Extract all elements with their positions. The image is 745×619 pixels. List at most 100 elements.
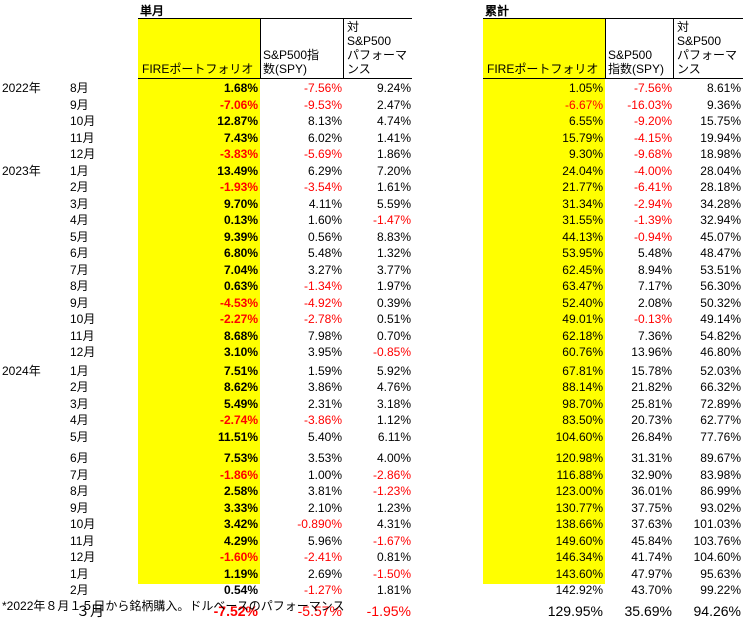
cum-fire-cell: 9.30% <box>568 147 603 161</box>
cum-fire-cell: 52.40% <box>562 295 603 310</box>
cum-spy-cell: 7.36% <box>637 328 672 343</box>
cumulative-fire-column-highlight <box>483 19 605 584</box>
spy-cell: 6.29% <box>307 163 342 178</box>
spy-cell: 3.86% <box>307 380 342 394</box>
cum-vs-cell: 53.51% <box>700 262 741 277</box>
cum-vs-cell: 9.36% <box>706 97 741 112</box>
vs-cell: 1.86% <box>376 147 411 161</box>
cum-spy-cell: 13.96% <box>631 345 672 359</box>
vs-cell: -1.50% <box>372 566 411 581</box>
fire-cell: 3.10% <box>223 345 258 359</box>
table-row: 6月 7.53% 3.53% 4.00% 120.98% 31.31% 89.67% <box>0 450 745 466</box>
spy-cell: 6.02% <box>307 130 342 145</box>
cum-col-header-vs-line3: パフォーマ <box>677 48 738 62</box>
fire-cell: 4.29% <box>223 533 258 548</box>
cum-spy-cell: -4.00% <box>633 163 672 178</box>
table-row: 11月 8.68% 7.98% 0.70% 62.18% 7.36% 54.82% <box>0 328 745 344</box>
cum-vs-cell: 72.89% <box>700 396 741 411</box>
single-month-title: 単月 <box>140 4 165 18</box>
cum-spy-cell: -1.39% <box>633 213 672 227</box>
cum-fire-cell: 104.60% <box>555 429 603 444</box>
table-row: 3月 9.70% 4.11% 5.59% 31.34% -2.94% 34.28% <box>0 196 745 212</box>
cum-vs-cell: 54.82% <box>700 328 741 343</box>
cum-col-header-fire: FIREポートフォリオ <box>487 62 599 76</box>
col-header-vs-line4: ンス <box>347 62 371 76</box>
cum-vs-cell: 77.76% <box>700 429 741 444</box>
vs-cell: -2.86% <box>372 467 411 482</box>
vs-cell: 0.81% <box>376 550 411 564</box>
fire-column-highlight <box>138 19 260 584</box>
cum-vs-cell: 103.76% <box>693 533 741 548</box>
year-cell: 2023年 <box>2 163 41 178</box>
cum-fire-cell: 21.77% <box>562 180 603 194</box>
cum-spy-cell: 21.82% <box>631 380 672 394</box>
fire-cell: 8.68% <box>223 328 258 343</box>
fire-cell: -3.83% <box>219 147 258 161</box>
cum-fire-cell: 44.13% <box>562 229 603 244</box>
fire-cell: 7.51% <box>223 363 258 378</box>
table-row: 11月 4.29% 5.96% -1.67% 149.60% 45.84% 103.76% <box>0 533 745 549</box>
fire-cell: -2.27% <box>219 312 258 326</box>
vs-cell: -1.95% <box>366 602 411 619</box>
vs-cell: 5.92% <box>376 363 411 378</box>
table-row: 2024年 1月 7.51% 1.59% 5.92% 67.81% 15.78% 52.03% <box>0 363 745 379</box>
month-cell: 5月 <box>70 229 89 244</box>
header-divider <box>260 18 261 79</box>
cum-vs-cell: 34.28% <box>700 196 741 211</box>
spy-cell: 3.27% <box>307 262 342 277</box>
spy-cell: 5.40% <box>307 429 342 444</box>
vs-cell: 4.76% <box>376 380 411 394</box>
cum-spy-cell: 25.81% <box>631 396 672 411</box>
fire-cell: -4.53% <box>219 295 258 310</box>
spy-cell: -1.34% <box>303 279 342 293</box>
month-cell: 1月 <box>70 363 89 378</box>
cum-fire-cell: 146.34% <box>555 550 603 564</box>
cum-spy-cell: -9.68% <box>633 147 672 161</box>
cum-spy-cell: -0.94% <box>633 229 672 244</box>
cum-vs-cell: 95.63% <box>700 566 741 581</box>
cum-fire-cell: 142.92% <box>555 583 603 597</box>
month-cell: 7月 <box>70 467 89 482</box>
cum-vs-cell: 19.94% <box>700 130 741 145</box>
month-cell: 9月 <box>70 295 89 310</box>
cum-spy-cell: -9.20% <box>633 114 672 128</box>
vs-cell: 4.00% <box>376 451 411 465</box>
spy-cell: 3.53% <box>307 451 342 465</box>
col-header-vs: 対 S&P500 パフォーマ ンス <box>347 20 407 76</box>
spy-cell: 5.48% <box>307 246 342 260</box>
fire-cell: 5.49% <box>223 396 258 411</box>
footnote: *2022年８月１５日から銘柄購入。ドルベースのパフォーマンス <box>2 599 345 613</box>
vs-cell: 2.47% <box>376 97 411 112</box>
cum-col-header-vs: 対 S&P500 パフォーマ ンス <box>677 20 737 76</box>
table-row: 8月 2.58% 3.81% -1.23% 123.00% 36.01% 86.99% <box>0 483 745 499</box>
cum-fire-cell: 88.14% <box>562 380 603 394</box>
vs-cell: 1.32% <box>376 246 411 260</box>
spy-cell: -9.53% <box>303 97 342 112</box>
cum-vs-cell: 49.14% <box>700 312 741 326</box>
table-row: 2月 -1.93% -3.54% 1.61% 21.77% -6.41% 28.18% <box>0 179 745 195</box>
cum-vs-cell: 83.98% <box>700 467 741 482</box>
cum-col-header-spy-line2: 指数(SPY) <box>608 62 665 76</box>
spy-cell: -3.54% <box>303 180 342 194</box>
table-row: 7月 -1.86% 1.00% -2.86% 116.88% 32.90% 83.98% <box>0 467 745 483</box>
cum-fire-cell: 24.04% <box>562 163 603 178</box>
cum-spy-cell: -6.41% <box>633 180 672 194</box>
fire-cell: 12.87% <box>217 114 258 128</box>
cum-fire-cell: 98.70% <box>562 396 603 411</box>
table-row: 2月 8.62% 3.86% 4.76% 88.14% 21.82% 66.32% <box>0 379 745 395</box>
col-header-vs-line3: パフォーマ <box>347 48 408 62</box>
table-row: 6月 6.80% 5.48% 1.32% 53.95% 5.48% 48.47% <box>0 245 745 261</box>
vs-cell: 0.70% <box>376 328 411 343</box>
month-cell: 11月 <box>70 328 95 343</box>
cum-fire-cell: 62.18% <box>562 328 603 343</box>
vs-cell: 6.11% <box>377 429 411 444</box>
spy-cell: 2.69% <box>307 566 342 581</box>
cum-spy-cell: 5.48% <box>637 246 672 260</box>
vs-cell: 1.81% <box>376 583 411 597</box>
cum-spy-cell: -2.94% <box>633 196 672 211</box>
cum-vs-cell: 93.02% <box>700 500 741 515</box>
cum-vs-cell: 99.22% <box>700 583 741 597</box>
vs-cell: 1.12% <box>376 413 411 427</box>
spy-cell: -7.56% <box>303 81 342 95</box>
